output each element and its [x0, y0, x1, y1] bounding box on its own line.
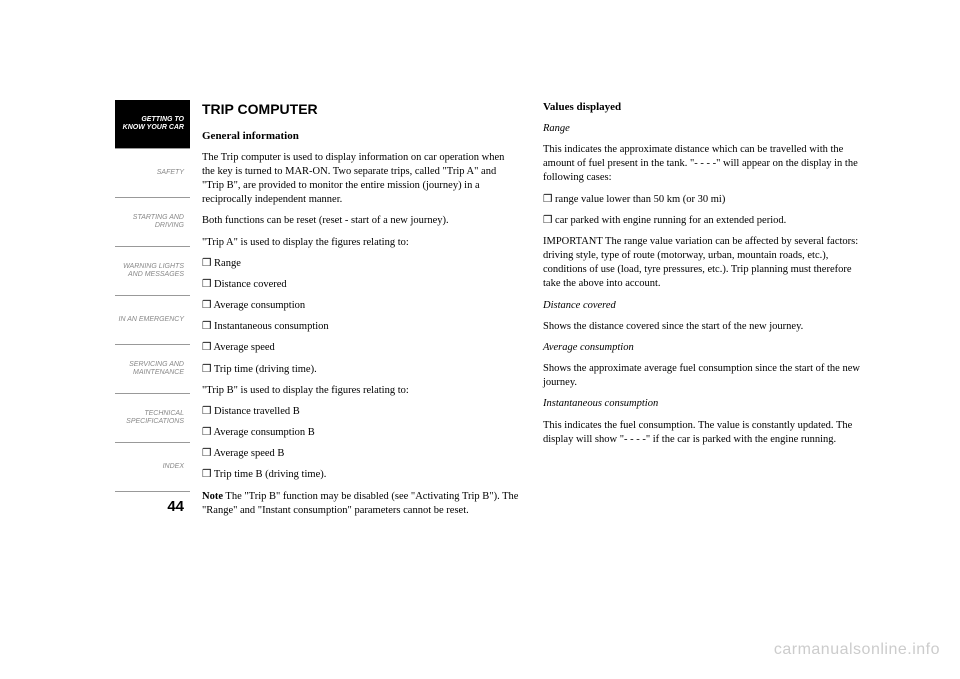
sidebar-item-index[interactable]: INDEX — [115, 443, 190, 492]
list-item: Distance covered — [202, 278, 519, 292]
left-column: TRIP COMPUTER General information The Tr… — [202, 100, 519, 640]
list-item: Instantaneous consumption — [202, 320, 519, 334]
paragraph: Shows the approximate average fuel consu… — [543, 362, 860, 390]
right-column: Values displayed Range This indicates th… — [543, 100, 860, 640]
paragraph: "Trip B" is used to display the figures … — [202, 384, 519, 398]
value-heading-avg: Average consumption — [543, 341, 860, 355]
note-text: The "Trip B" function may be disabled (s… — [202, 491, 518, 516]
value-heading-range: Range — [543, 122, 860, 136]
list-item: Average speed — [202, 341, 519, 355]
sidebar-item-safety[interactable]: SAFETY — [115, 149, 190, 198]
section-title: TRIP COMPUTER — [202, 100, 519, 119]
sidebar-item-servicing[interactable]: SERVICING ANDMAINTENANCE — [115, 345, 190, 394]
value-heading-distance: Distance covered — [543, 299, 860, 313]
paragraph: The Trip computer is used to display inf… — [202, 151, 519, 208]
paragraph: This indicates the fuel consumption. The… — [543, 419, 860, 447]
page-content: TRIP COMPUTER General information The Tr… — [202, 100, 860, 640]
sidebar-item-emergency[interactable]: IN AN EMERGENCY — [115, 296, 190, 345]
list-item: Trip time B (driving time). — [202, 468, 519, 482]
watermark: carmanualsonline.info — [774, 641, 940, 659]
list-item: Average consumption B — [202, 426, 519, 440]
note-label: Note — [202, 491, 223, 502]
note-paragraph: Note The "Trip B" function may be disabl… — [202, 490, 519, 518]
list-item: car parked with engine running for an ex… — [543, 214, 860, 228]
subsection-values: Values displayed — [543, 100, 860, 115]
important-paragraph: IMPORTANT The range value variation can … — [543, 235, 860, 292]
sidebar-item-getting-to-know[interactable]: GETTING TOKNOW YOUR CAR — [115, 100, 190, 149]
paragraph: Shows the distance covered since the sta… — [543, 320, 860, 334]
sidebar-nav: GETTING TOKNOW YOUR CAR SAFETY STARTING … — [115, 100, 190, 640]
sidebar-item-warning-lights[interactable]: WARNING LIGHTSAND MESSAGES — [115, 247, 190, 296]
sidebar-item-starting-driving[interactable]: STARTING ANDDRIVING — [115, 198, 190, 247]
list-item: Average speed B — [202, 447, 519, 461]
paragraph: Both functions can be reset (reset - sta… — [202, 214, 519, 228]
page-number: 44 — [115, 492, 190, 515]
subsection-general: General information — [202, 129, 519, 144]
manual-page: GETTING TOKNOW YOUR CAR SAFETY STARTING … — [115, 100, 860, 640]
value-heading-inst: Instantaneous consumption — [543, 397, 860, 411]
sidebar-item-technical[interactable]: TECHNICALSPECIFICATIONS — [115, 394, 190, 443]
list-item: Range — [202, 257, 519, 271]
list-item: range value lower than 50 km (or 30 mi) — [543, 193, 860, 207]
list-item: Average consumption — [202, 299, 519, 313]
list-item: Distance travelled B — [202, 405, 519, 419]
list-item: Trip time (driving time). — [202, 363, 519, 377]
paragraph: "Trip A" is used to display the figures … — [202, 236, 519, 250]
paragraph: This indicates the approximate distance … — [543, 143, 860, 186]
